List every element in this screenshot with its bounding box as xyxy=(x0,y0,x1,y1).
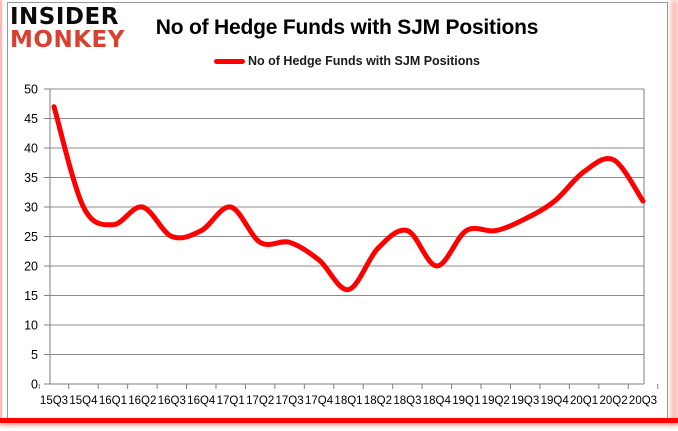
x-tick-label: 20Q1 xyxy=(570,395,598,407)
y-tick-label: 40 xyxy=(24,142,38,156)
logo-line-monkey: MONKEY xyxy=(10,27,125,53)
x-tick-label: 18Q1 xyxy=(334,395,362,407)
x-tick-label: 16Q2 xyxy=(128,395,156,407)
bottom-red-border xyxy=(0,418,678,423)
left-red-edge xyxy=(0,0,2,421)
legend-label: No of Hedge Funds with SJM Positions xyxy=(248,54,480,68)
y-tick-label: 30 xyxy=(24,201,38,215)
x-tick-label: 16Q1 xyxy=(99,395,127,407)
x-tick-label: 20Q2 xyxy=(599,395,627,407)
x-tick-label: 19Q2 xyxy=(482,395,510,407)
x-tick-label: 17Q1 xyxy=(217,395,245,407)
chart-frame xyxy=(7,2,668,421)
y-tick-label: 50 xyxy=(24,83,38,97)
series-line xyxy=(51,104,646,293)
x-tick-label: 15Q4 xyxy=(69,395,98,407)
x-tick-label: 15Q3 xyxy=(40,395,68,407)
x-tick-label: 16Q3 xyxy=(158,395,186,407)
x-tick-label: 18Q2 xyxy=(364,395,392,407)
y-tick-label: 35 xyxy=(24,171,38,185)
legend-line-icon xyxy=(214,58,246,64)
x-tick-label: 17Q2 xyxy=(246,395,274,407)
logo-line-insider: INSIDER xyxy=(10,4,119,30)
y-tick-label: 25 xyxy=(24,230,38,244)
x-tick-label: 20Q3 xyxy=(629,395,657,407)
x-tick-label: 18Q3 xyxy=(393,395,421,407)
insider-monkey-logo: INSIDER MONKEY xyxy=(10,6,125,52)
right-red-edge xyxy=(672,0,677,423)
x-tick-label: 19Q1 xyxy=(452,395,480,407)
y-tick-label: 0 xyxy=(31,378,38,392)
x-tick-label: 19Q4 xyxy=(541,395,570,407)
x-tick-label: 17Q4 xyxy=(305,395,334,407)
y-tick-label: 20 xyxy=(24,260,38,274)
x-tick-label: 19Q3 xyxy=(511,395,539,407)
y-tick-label: 15 xyxy=(24,289,38,303)
chart-title: No of Hedge Funds with SJM Positions xyxy=(155,16,539,39)
x-tick-label: 16Q4 xyxy=(187,395,216,407)
y-tick-label: 10 xyxy=(24,319,38,333)
y-tick-label: 5 xyxy=(31,348,38,362)
chart-legend: No of Hedge Funds with SJM Positions xyxy=(50,54,644,68)
y-tick-label: 45 xyxy=(24,112,38,126)
x-tick-label: 18Q4 xyxy=(423,395,452,407)
x-tick-label: 17Q3 xyxy=(276,395,304,407)
